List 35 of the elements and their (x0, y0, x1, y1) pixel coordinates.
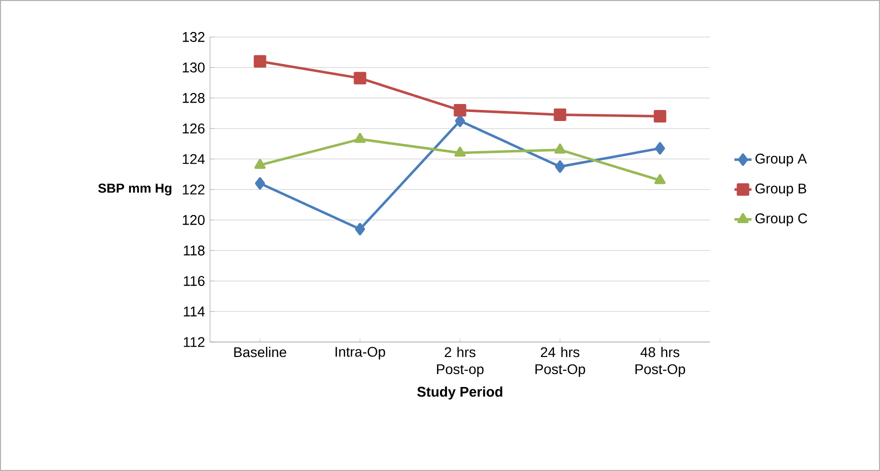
point (354, 72, 366, 84)
y-tick-label: 126 (182, 124, 205, 134)
point (254, 55, 266, 68)
y-tick-label: 120 (182, 215, 205, 225)
point (454, 146, 466, 157)
legend-label: Group C (755, 213, 808, 226)
y-tick-label: 122 (182, 184, 204, 194)
y-tick-label: 114 (184, 306, 205, 316)
legend-label: Group B (755, 184, 806, 196)
point (654, 174, 666, 184)
legend-label: Group A (755, 154, 807, 166)
y-axis-title: SBP mm Hg (98, 184, 172, 196)
x-tick-label: Intra-Op (336, 346, 386, 360)
point (254, 158, 266, 169)
x-tick-label: 48 hrs Post-Op (635, 346, 686, 377)
point (354, 132, 366, 143)
point (655, 142, 666, 155)
y-tick-label: 130 (182, 62, 205, 72)
point (554, 108, 566, 122)
y-tick-label: 118 (184, 246, 205, 256)
y-tick-label: 132 (182, 32, 204, 42)
point (255, 177, 265, 190)
x-tick-label: 2 hrs Post-op (437, 346, 484, 377)
point (654, 110, 666, 123)
point (355, 222, 366, 236)
y-tick-label: 116 (184, 276, 205, 286)
x-axis-title: Study Period (417, 386, 502, 400)
point (454, 104, 466, 116)
y-tick-label: 112 (184, 337, 204, 347)
y-tick-label: 128 (182, 93, 205, 103)
x-tick-label: Baseline (234, 346, 286, 358)
x-tick-label: 24 hrs Post-Op (535, 346, 586, 377)
y-tick-label: 124 (182, 154, 205, 164)
point (555, 160, 566, 173)
point (554, 144, 566, 154)
